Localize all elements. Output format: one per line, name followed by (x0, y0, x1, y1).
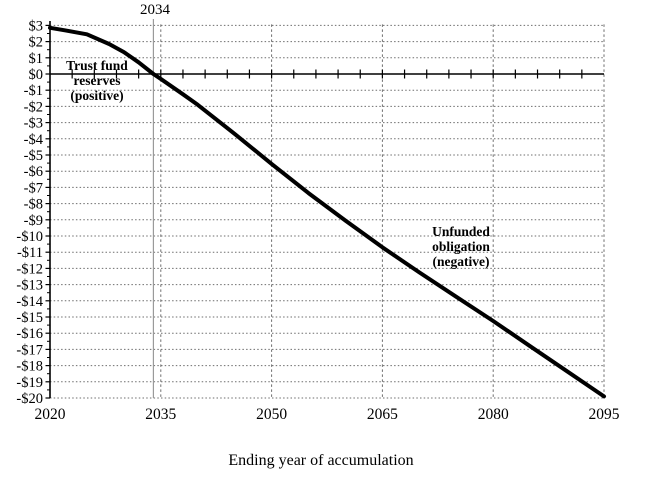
annotation-trust-fund-reserves: Trust fund reserves (positive) (66, 58, 128, 103)
x-tick-label: 2095 (589, 406, 620, 423)
y-tick-label: -$2 (24, 99, 43, 115)
y-tick-label: -$15 (16, 310, 43, 326)
y-tick-label: -$3 (24, 116, 43, 132)
y-tick-label: -$18 (16, 359, 43, 375)
y-tick-label: -$1 (24, 83, 43, 99)
x-tick-label: 2050 (256, 406, 287, 423)
y-tick-label: -$11 (17, 245, 43, 261)
y-tick-label: -$16 (16, 326, 43, 342)
x-tick-label: 2020 (35, 406, 66, 423)
y-tick-label: -$4 (24, 132, 44, 148)
y-tick-label: -$17 (16, 342, 43, 358)
y-tick-label: -$20 (16, 391, 43, 407)
y-tick-label: -$7 (24, 180, 43, 196)
y-tick-label: $1 (29, 51, 44, 67)
y-tick-label: $2 (29, 35, 44, 51)
y-tick-label: -$8 (24, 197, 43, 213)
x-tick-label: 2035 (145, 406, 176, 423)
y-tick-label: -$9 (24, 213, 43, 229)
reserves-obligation-curve (48, 25, 606, 399)
y-tick-label: -$6 (24, 164, 43, 180)
y-tick-label: $0 (29, 67, 44, 83)
x-tick-label: 2065 (367, 406, 398, 423)
y-tick-label: -$10 (16, 229, 43, 245)
y-tick-label: -$13 (16, 278, 43, 294)
y-tick-label: -$5 (24, 148, 43, 164)
y-tick-label: -$12 (16, 261, 43, 277)
annotation-unfunded-obligation: Unfunded obligation (negative) (432, 224, 490, 269)
y-tick-label: -$14 (16, 294, 43, 310)
x-axis-title: Ending year of accumulation (228, 452, 414, 469)
y-tick-label: -$19 (16, 375, 43, 391)
y-tick-label: $3 (29, 18, 44, 34)
reference-year-label: 2034 (140, 2, 170, 18)
x-tick-label: 2080 (478, 406, 509, 423)
